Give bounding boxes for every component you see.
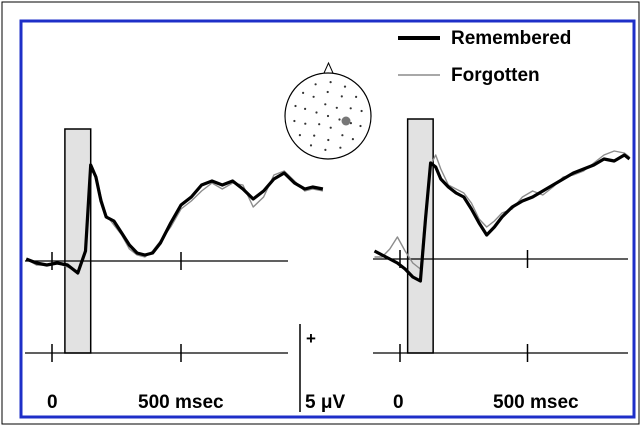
- legend-label-forgotten: Forgotten: [451, 65, 540, 86]
- electrode-dot: [340, 95, 343, 98]
- electrode-dot: [302, 91, 305, 94]
- electrode-dots: [293, 81, 363, 151]
- electrode-dot: [360, 109, 363, 113]
- tick-label-500-right: 500 msec: [493, 392, 579, 413]
- electrode-dot: [341, 134, 344, 137]
- erp-panel-left: 0 500 msec: [25, 128, 324, 413]
- scale-bar-label: 5 μV: [305, 392, 345, 413]
- electrode-dot: [312, 95, 315, 98]
- electrode-dot: [349, 122, 352, 125]
- electrode-dot: [326, 114, 330, 118]
- head-nose: [323, 61, 334, 74]
- electrode-dot: [318, 123, 321, 126]
- tick-label-500-left: 500 msec: [138, 392, 224, 413]
- electrode-dot: [324, 103, 327, 106]
- time-ticks-left: [51, 252, 182, 362]
- electrode-dot: [294, 104, 297, 108]
- tick-label-zero-right: 0: [393, 392, 404, 413]
- electrode-head-icon: [284, 61, 372, 160]
- electrode-dot: [338, 118, 341, 121]
- electrode-dot: [349, 107, 352, 110]
- selected-electrode: [341, 116, 351, 126]
- voltage-scale-bar: + 5 μV: [299, 324, 345, 413]
- figure-frame: [19, 19, 636, 419]
- electrode-dot: [324, 148, 327, 151]
- electrode-dot: [343, 85, 347, 88]
- scale-bar-sign: +: [306, 329, 316, 348]
- electrode-dot: [304, 107, 307, 110]
- electrode-dot: [339, 146, 342, 149]
- electrode-dot: [326, 90, 329, 94]
- forgotten-line-right: [374, 150, 630, 270]
- electrode-dot: [351, 138, 354, 141]
- electrode-dot: [355, 95, 358, 98]
- remembered-line-right: [373, 153, 631, 283]
- electrode-dot: [327, 138, 330, 142]
- electrode-dot: [329, 81, 332, 84]
- electrode-dot: [293, 119, 296, 123]
- erp-panel-right: 0 500 msec: [373, 118, 631, 413]
- legend: Remembered Forgotten: [398, 28, 571, 86]
- electrode-dot: [309, 144, 313, 147]
- electrode-dot: [359, 124, 362, 128]
- remembered-line-left: [25, 163, 324, 275]
- legend-label-remembered: Remembered: [451, 28, 571, 49]
- tick-label-zero-left: 0: [47, 392, 58, 413]
- stimulus-window-right: [406, 118, 434, 354]
- electrode-dot: [314, 83, 317, 86]
- electrode-dot: [329, 126, 332, 129]
- electrode-dot: [298, 134, 301, 137]
- electrode-dot: [335, 106, 338, 109]
- electrode-dot: [304, 122, 307, 125]
- electrode-dot: [313, 134, 316, 137]
- electrode-dot: [315, 111, 318, 114]
